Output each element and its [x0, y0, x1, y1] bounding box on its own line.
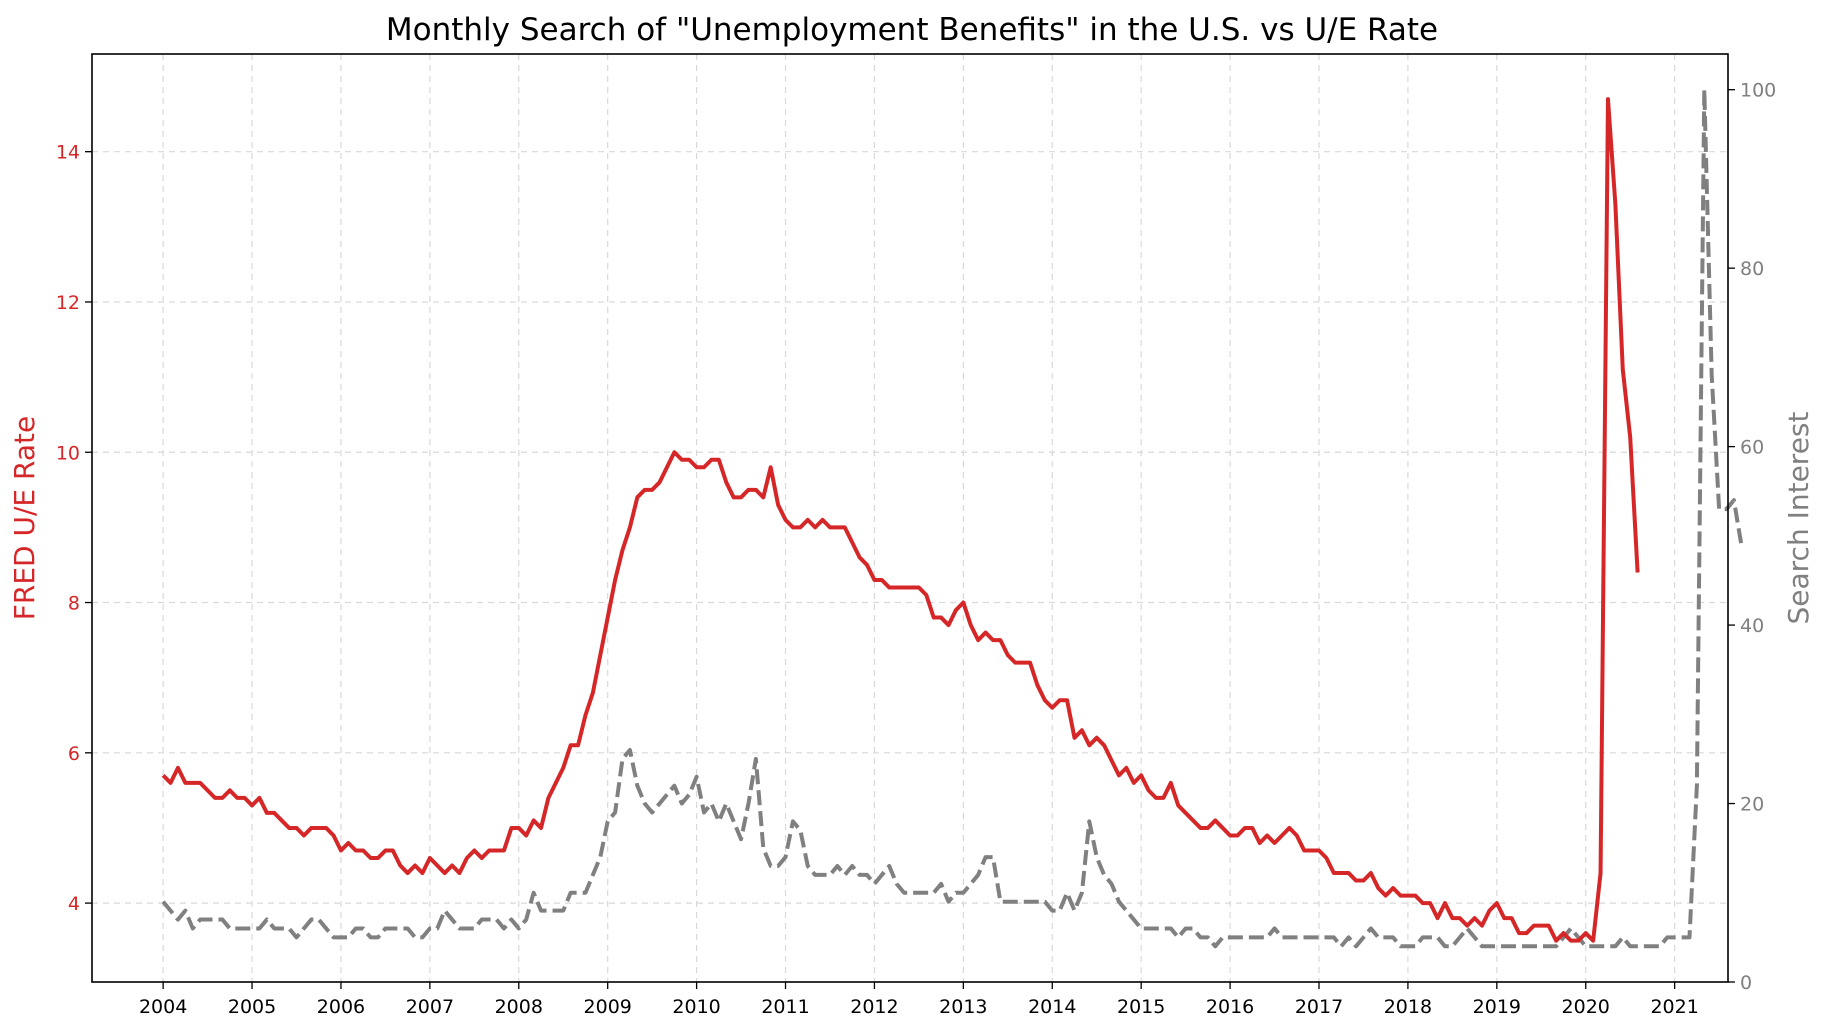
x-tick-label: 2018: [1384, 996, 1432, 1018]
x-tick-label: 2005: [228, 996, 276, 1018]
y2-tick-label: 100: [1740, 80, 1776, 102]
x-tick-label: 2006: [317, 996, 365, 1018]
grid: [92, 54, 1728, 982]
y2-axis-label: Search Interest: [1782, 411, 1815, 624]
y-tick-label: 10: [56, 442, 80, 464]
y-tick-label: 4: [68, 893, 80, 915]
plot-frame: [91, 53, 1729, 983]
x-tick-label: 2013: [939, 996, 987, 1018]
x-tick-label: 2007: [406, 996, 454, 1018]
y2-tick-label: 60: [1740, 437, 1764, 459]
y2-tick-label: 40: [1740, 615, 1764, 637]
y-tick-label: 6: [68, 743, 80, 765]
ue-rate-line: [161, 97, 1640, 943]
x-tick-label: 2015: [1117, 996, 1165, 1018]
y2-tick-label: 0: [1740, 972, 1752, 994]
x-tick-label: 2010: [672, 996, 720, 1018]
tick-layer: 2004 2005 2006 2007 2008 2009 2010 2011 2012 2013…: [56, 80, 1776, 1018]
x-tick-label: 2019: [1473, 996, 1521, 1018]
x-tick-label: 2012: [850, 996, 898, 1018]
x-tick-label: 2014: [1028, 996, 1076, 1018]
y-tick-label: 12: [56, 292, 80, 314]
x-tick-label: 2021: [1650, 996, 1698, 1018]
x-tick-label: 2017: [1295, 996, 1343, 1018]
y-axis-label: FRED U/E Rate: [8, 416, 41, 620]
x-tick-label: 2004: [139, 996, 187, 1018]
x-tick-label: 2016: [1206, 996, 1254, 1018]
search-interest-line: [161, 87, 1744, 949]
series-layer: [161, 87, 1744, 949]
chart-title: Monthly Search of "Unemployment Benefits…: [386, 12, 1438, 48]
x-tick-label: 2020: [1562, 996, 1610, 1018]
x-tick-label: 2011: [761, 996, 809, 1018]
y2-tick-label: 80: [1740, 258, 1764, 280]
x-tick-label: 2009: [584, 996, 632, 1018]
x-tick-label: 2008: [495, 996, 543, 1018]
y2-tick-label: 20: [1740, 794, 1764, 816]
y-tick-label: 14: [56, 142, 80, 164]
y-tick-label: 8: [68, 593, 80, 615]
